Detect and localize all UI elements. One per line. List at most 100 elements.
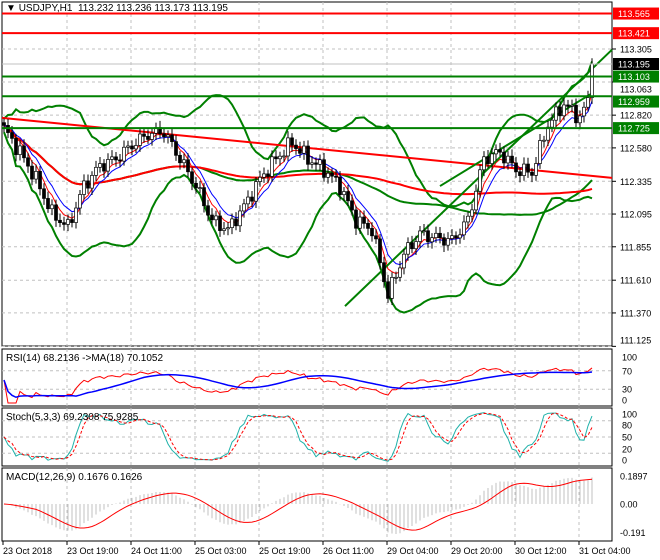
- candle-body: [38, 171, 42, 190]
- stoch-main-line: [3, 412, 593, 462]
- candle-body: [242, 203, 246, 212]
- stoch-level-label: 100: [622, 410, 637, 420]
- candle-body: [174, 141, 178, 156]
- candle-body: [134, 145, 138, 150]
- candle-body: [286, 137, 290, 157]
- symbol-label: USDJPY,H1: [18, 3, 73, 14]
- macd-level-label: -0.191: [620, 528, 646, 538]
- level-label-bg: [613, 7, 659, 20]
- candle-body: [362, 216, 366, 224]
- candle-body: [346, 191, 350, 202]
- bollinger-lower: [3, 131, 593, 314]
- candle-body: [374, 235, 378, 240]
- rsi-header: RSI(14) 68.2136 ->MA(18) 70.1052: [6, 353, 164, 364]
- candle-body: [382, 262, 386, 283]
- candle-body: [130, 145, 134, 150]
- candle-body: [506, 155, 510, 164]
- candle-body: [70, 219, 74, 223]
- candle-body: [590, 63, 594, 98]
- candle-body: [166, 134, 170, 138]
- candle-body: [386, 281, 390, 299]
- time-label: 26 Oct 11:00: [323, 546, 374, 556]
- candle-body: [438, 232, 442, 239]
- candle-body: [302, 145, 306, 154]
- stoch-level-label: 50: [622, 433, 632, 443]
- candle-body: [54, 204, 58, 221]
- candle-body: [110, 156, 114, 160]
- candle-body: [278, 155, 282, 160]
- time-label: 29 Oct 20:00: [451, 546, 503, 556]
- candle-body: [118, 159, 122, 162]
- candle-body: [2, 122, 6, 126]
- candle-body: [518, 171, 522, 176]
- candle-body: [78, 194, 82, 209]
- candle-body: [334, 175, 338, 178]
- candle-body: [230, 218, 234, 228]
- candle-body: [414, 241, 418, 250]
- candle-body: [202, 187, 206, 207]
- candle-body: [318, 159, 322, 165]
- candle-body: [10, 132, 14, 139]
- candle-body: [558, 106, 562, 117]
- candle-body: [122, 146, 126, 162]
- time-label: 31 Oct 04:00: [579, 546, 631, 556]
- candle-body: [182, 159, 186, 164]
- candle-body: [470, 209, 474, 217]
- stoch-pane: [1, 407, 613, 467]
- ohlc-label: 113.232 113.236 113.173 113.195: [77, 3, 228, 14]
- candle-body: [138, 133, 142, 146]
- price-tick-label: 111.855: [620, 242, 651, 252]
- price-tick-label: 113.063: [620, 85, 652, 95]
- candle-body: [574, 104, 578, 124]
- candle-body: [186, 159, 190, 173]
- candle-body: [514, 162, 518, 173]
- candle-body: [106, 159, 110, 172]
- candle-body: [542, 139, 546, 142]
- candle-body: [86, 180, 90, 189]
- candle-body: [306, 145, 310, 165]
- candle-body: [298, 148, 302, 154]
- candle-body: [358, 216, 362, 229]
- candle-body: [266, 173, 270, 177]
- macd-header: MACD(12,26,9) 0.1676 0.1626: [6, 472, 143, 483]
- candle-body: [454, 235, 458, 239]
- candle-body: [46, 198, 50, 210]
- time-label: 24 Oct 11:00: [131, 546, 182, 556]
- candle-body: [274, 156, 278, 160]
- macd-level-label: 0.00: [620, 500, 638, 510]
- candle-body: [66, 219, 70, 225]
- candle-body: [214, 215, 218, 221]
- candle-body: [194, 182, 198, 189]
- candle-body: [570, 104, 574, 107]
- candle-body: [310, 162, 314, 165]
- ema-slow: [3, 100, 593, 266]
- candle-body: [550, 119, 554, 128]
- rsi-level-label: 30: [622, 385, 632, 395]
- candle-body: [434, 232, 438, 239]
- macd-level-label: 0.1897: [620, 471, 648, 481]
- candle-body: [82, 180, 86, 195]
- candle-body: [26, 157, 30, 167]
- current-price-label: 113.195: [618, 60, 650, 70]
- candle-body: [30, 165, 34, 180]
- level-label: 113.565: [618, 9, 650, 19]
- candle-body: [534, 163, 538, 176]
- candle-body: [406, 242, 410, 255]
- level-label-bg: [613, 27, 659, 40]
- candle-body: [442, 237, 446, 246]
- candle-body: [422, 230, 426, 233]
- level-label: 113.103: [618, 72, 650, 82]
- candle-body: [466, 215, 470, 223]
- candle-body: [190, 171, 194, 184]
- stoch-level-label: 20: [622, 445, 632, 455]
- candle-body: [58, 219, 62, 223]
- candle-body: [42, 188, 46, 199]
- time-label: 30 Oct 12:00: [515, 546, 567, 556]
- candle-body: [478, 169, 482, 192]
- time-label: 25 Oct 03:00: [195, 546, 247, 556]
- candle-body: [150, 132, 154, 140]
- level-label-bg: [613, 70, 659, 83]
- candle-body: [350, 200, 354, 211]
